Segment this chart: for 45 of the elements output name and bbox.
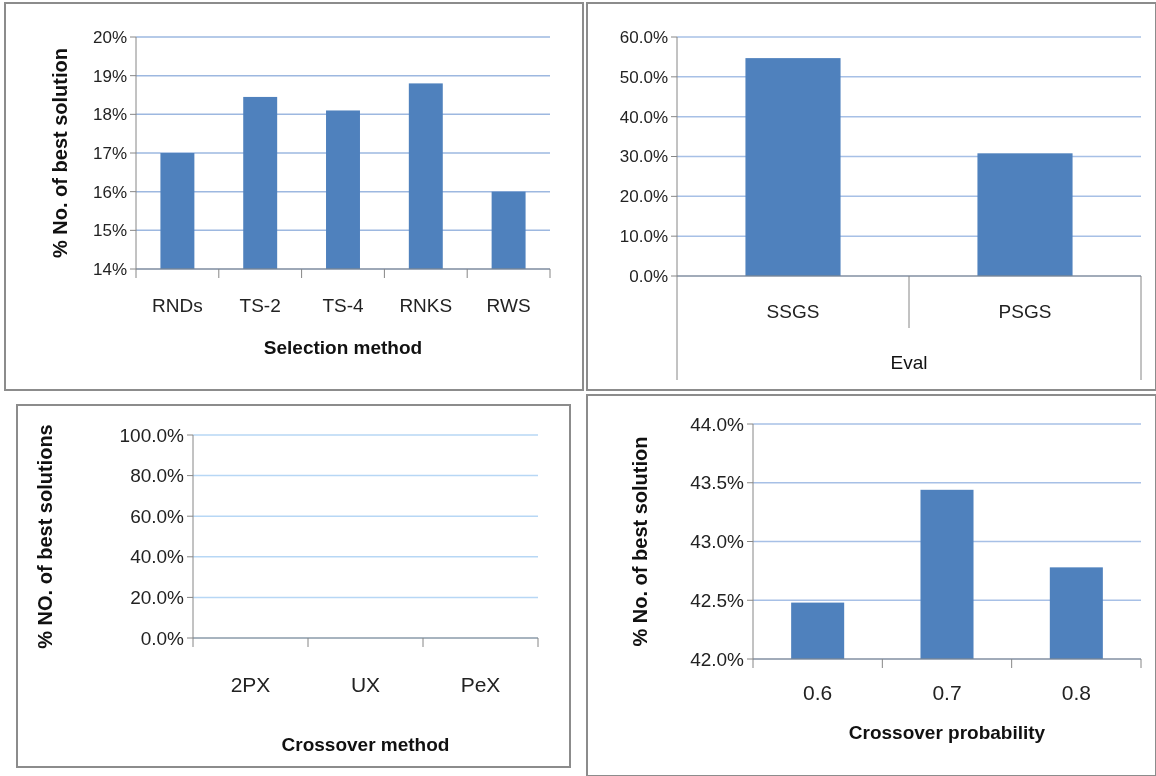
y-tick-label: 43.0% [690,531,745,553]
x-tick-label: RNKS [399,295,453,316]
y-tick-label: 42.0% [690,648,745,670]
x-tick-label: TS-2 [239,295,281,316]
y-tick-label: 43.5% [690,472,745,494]
x-tick-label: PeX [460,673,501,696]
x-tick-label: 2PX [230,673,271,696]
y-axis-title: % No. of best solution [629,436,651,647]
y-tick-label: 15% [92,221,127,241]
y-tick-label: 50.0% [619,67,668,87]
x-tick-label: 0.8 [1061,681,1091,704]
y-tick-label: 19% [92,66,127,86]
x-tick-label: PSGS [998,301,1052,322]
x-tick-label: TS-4 [322,295,365,316]
y-tick-label: 44.0% [690,413,745,435]
y-tick-label: 20.0% [619,187,668,207]
y-tick-label: 20% [92,27,127,47]
y-tick-label: 16% [92,182,127,202]
y-tick-label: 0.0% [629,266,668,286]
y-tick-label: 100.0% [119,424,185,446]
y-tick-label: 60.0% [130,505,185,527]
y-tick-label: 60.0% [619,27,668,47]
x-tick-label: 0.6 [803,681,833,704]
y-tick-label: 20.0% [130,587,185,609]
x-axis-title: Eval [890,352,928,373]
x-tick-label: 0.7 [932,681,962,704]
y-tick-label: 30.0% [619,147,668,167]
y-tick-label: 18% [92,105,127,125]
y-axis-title: % NO. of best solutions [34,424,56,649]
y-axis-title: % No. of best solution [49,48,71,258]
y-tick-label: 80.0% [130,465,185,487]
x-tick-label: RNDs [152,295,203,316]
y-tick-label: 10.0% [619,227,668,247]
x-axis-title: Crossover probability [848,722,1046,743]
x-tick-label: SSGS [766,301,820,322]
y-tick-label: 14% [92,259,127,279]
x-tick-label: RWS [486,295,531,316]
y-tick-label: 40.0% [130,546,185,568]
y-tick-label: 0.0% [140,627,185,649]
y-tick-label: 40.0% [619,107,668,127]
y-tick-label: 17% [92,143,127,163]
x-tick-label: UX [350,673,381,696]
y-tick-label: 42.5% [690,589,745,611]
x-axis-title: Crossover method [281,734,450,755]
x-axis-title: Selection method [263,337,423,358]
